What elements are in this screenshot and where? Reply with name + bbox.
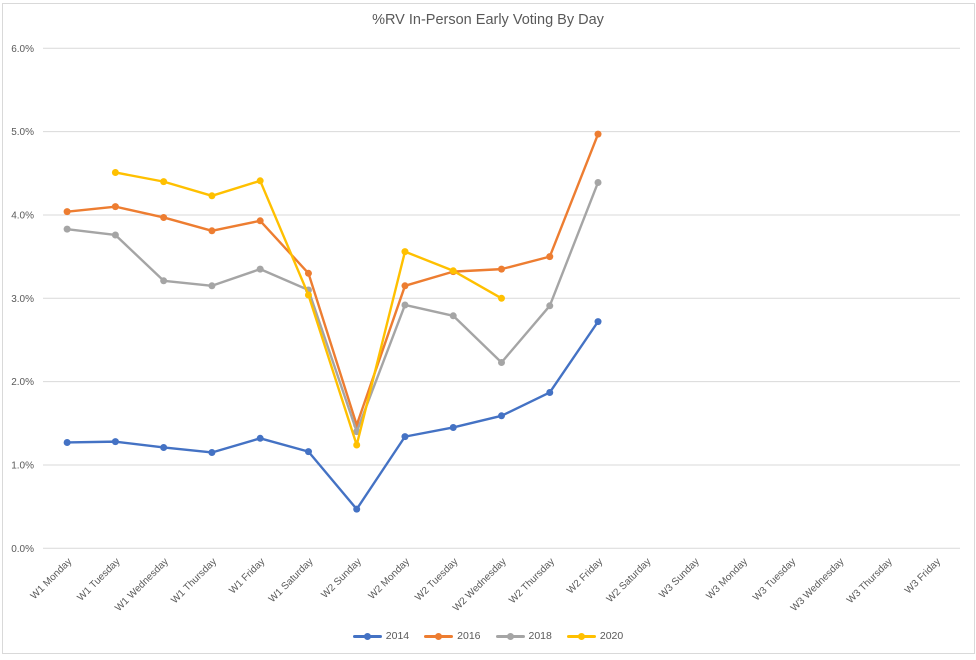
x-axis-category-label: W2 Friday	[565, 556, 605, 596]
series-marker-2020	[256, 177, 264, 185]
legend-item-2020: 2020	[566, 630, 624, 642]
x-axis-category-label: W1 Tuesday	[75, 556, 122, 603]
series-marker-2020	[353, 441, 361, 449]
series-marker-2014	[160, 443, 168, 451]
series-marker-2018	[594, 178, 602, 186]
x-axis-category-label: W1 Friday	[227, 556, 267, 596]
series-marker-2020	[208, 192, 216, 200]
legend-item-2016: 2016	[424, 630, 481, 642]
x-axis-category-label: W3 Tuesday	[751, 556, 798, 603]
series-marker-2014	[256, 434, 264, 442]
series-marker-2016	[160, 213, 168, 221]
series-marker-2014	[594, 318, 602, 326]
series-marker-2014	[208, 448, 216, 456]
x-axis-category-label: W2 Sunday	[319, 556, 363, 600]
x-axis-category-label: W1 Monday	[29, 556, 75, 602]
legend-item-2018: 2018	[495, 630, 552, 642]
series-marker-2016	[546, 253, 554, 261]
series-marker-2014	[401, 433, 409, 441]
x-axis-category-label: W2 Monday	[367, 556, 413, 602]
legend-dot	[363, 632, 371, 640]
x-axis-category-label: W3 Wednesday	[789, 556, 847, 614]
x-axis-category-label: W1 Saturday	[267, 556, 316, 605]
series-marker-2018	[401, 301, 409, 309]
series-marker-2018	[63, 225, 71, 233]
legend-line-marker-icon	[352, 632, 382, 641]
x-axis-category-label: W2 Thursday	[507, 556, 557, 606]
series-marker-2016	[208, 227, 216, 235]
series-marker-2016	[111, 203, 119, 211]
series-marker-2016	[256, 217, 264, 225]
legend-dot	[577, 632, 585, 640]
series-marker-2016	[401, 282, 409, 290]
x-axis-category-label: W3 Sunday	[657, 556, 701, 600]
legend-line-marker-icon	[424, 632, 454, 641]
y-axis-tick-label: 2.0%	[11, 377, 34, 388]
x-axis-category-label: W1 Wednesday	[113, 556, 171, 614]
series-marker-2014	[304, 448, 312, 456]
series-marker-2014	[63, 438, 71, 446]
series-marker-2020	[498, 294, 505, 302]
chart-title: %RV In-Person Early Voting By Day	[372, 12, 604, 28]
series-marker-2016	[304, 269, 312, 277]
chart-legend: 2014 2016 2018 2020	[0, 630, 976, 642]
series-marker-2020	[401, 248, 409, 256]
x-axis-category-label: W2 Wednesday	[451, 556, 509, 614]
series-marker-2018	[498, 358, 505, 366]
y-axis-tick-label: 5.0%	[11, 127, 34, 138]
series-marker-2014	[546, 388, 554, 396]
legend-label: 2014	[385, 630, 410, 642]
series-line-2018	[65, 181, 600, 433]
series-marker-2014	[353, 505, 361, 513]
y-axis-tick-label: 1.0%	[11, 460, 34, 471]
y-axis-tick-label: 4.0%	[11, 210, 34, 221]
series-marker-2018	[256, 265, 264, 273]
series-marker-2018	[208, 282, 216, 290]
series-marker-2014	[449, 423, 457, 431]
series-line-2014	[65, 320, 600, 511]
legend-label: 2016	[457, 630, 481, 642]
series-marker-2020	[449, 267, 457, 275]
series-line-2020	[114, 171, 503, 447]
legend-line-marker-icon	[566, 632, 596, 641]
legend-line-marker-icon	[495, 632, 525, 641]
series-marker-2018	[449, 312, 457, 320]
series-marker-2018	[160, 277, 168, 285]
series-marker-2014	[111, 438, 119, 446]
series-marker-2020	[111, 168, 119, 176]
series-marker-2018	[111, 231, 119, 239]
legend-label: 2018	[528, 630, 552, 642]
y-axis-tick-label: 0.0%	[11, 544, 34, 555]
series-marker-2020	[160, 178, 168, 186]
x-axis-category-label: W1 Thursday	[169, 556, 219, 606]
x-axis-category-label: W2 Saturday	[605, 556, 654, 605]
series-marker-2020	[304, 291, 312, 299]
series-marker-2016	[594, 130, 602, 138]
series-marker-2014	[498, 412, 505, 420]
series-marker-2018	[546, 302, 554, 310]
x-axis-category-label: W3 Friday	[903, 556, 943, 596]
y-axis-tick-label: 6.0%	[11, 44, 34, 55]
x-axis-category-label: W3 Monday	[704, 556, 750, 602]
x-axis-category-label: W3 Thursday	[845, 556, 895, 606]
legend-label: 2020	[599, 630, 624, 642]
legend-dot	[435, 632, 443, 640]
series-marker-2016	[498, 265, 505, 273]
series-marker-2016	[63, 208, 71, 216]
series-line-2016	[65, 132, 600, 427]
x-axis-category-label: W2 Tuesday	[413, 556, 460, 603]
y-axis-tick-label: 3.0%	[11, 294, 34, 305]
legend-dot	[506, 632, 514, 640]
legend-item-2014: 2014	[352, 630, 410, 642]
